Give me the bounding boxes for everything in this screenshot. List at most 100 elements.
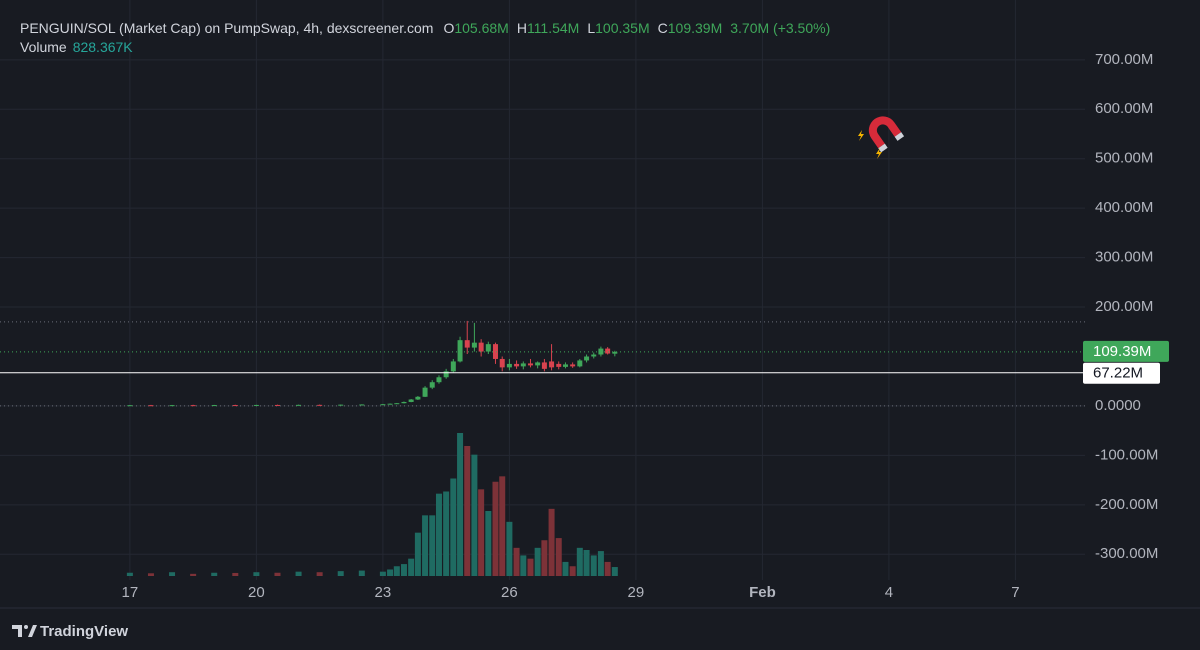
y-tick-label: -100.00M bbox=[1095, 446, 1158, 463]
x-tick-label: Feb bbox=[749, 584, 776, 601]
y-tick-label: 700.00M bbox=[1095, 51, 1153, 68]
candle-body bbox=[457, 340, 463, 362]
ohlc-key: H bbox=[517, 20, 527, 36]
volume-legend: Volume 828.367K bbox=[20, 39, 133, 55]
candle-body bbox=[541, 362, 547, 369]
y-tick-label: -200.00M bbox=[1095, 496, 1158, 513]
x-tick-label: 4 bbox=[885, 584, 893, 601]
volume-bar bbox=[232, 572, 239, 576]
candle-body bbox=[422, 387, 428, 397]
price-badge bbox=[1083, 362, 1160, 384]
candle-body bbox=[169, 405, 175, 407]
volume-bar bbox=[569, 566, 576, 576]
candle-body bbox=[535, 362, 541, 366]
volume-value: 828.367K bbox=[73, 39, 134, 55]
volume-bar bbox=[513, 547, 520, 576]
volume-bar bbox=[492, 481, 499, 576]
volume-bar bbox=[541, 540, 548, 576]
change: 3.70M (+3.50%) bbox=[730, 20, 830, 36]
candle-body bbox=[359, 404, 365, 406]
magnet-icon bbox=[868, 116, 905, 153]
axes: 700.00M600.00M500.00M400.00M300.00M200.0… bbox=[122, 51, 1169, 601]
volume-bar bbox=[126, 572, 133, 576]
ohlc-value: 109.39M bbox=[668, 20, 722, 36]
candle-body bbox=[387, 403, 393, 405]
candle-body bbox=[296, 404, 302, 406]
candle-body bbox=[401, 401, 407, 404]
candle-body bbox=[338, 404, 344, 406]
candle-body bbox=[577, 360, 583, 367]
candle-body bbox=[584, 356, 590, 361]
candle-body bbox=[450, 361, 456, 372]
ohlc-value: 100.35M bbox=[595, 20, 649, 36]
volume-bar bbox=[485, 511, 492, 576]
candle-body bbox=[429, 382, 435, 388]
volume-bar bbox=[597, 551, 604, 576]
candle-body bbox=[612, 351, 618, 354]
volume-bar bbox=[387, 569, 394, 576]
x-tick-label: 23 bbox=[375, 584, 392, 601]
volume-key: Volume bbox=[20, 39, 67, 55]
volume-bar bbox=[548, 508, 555, 576]
volume-bar bbox=[506, 521, 513, 576]
x-tick-label: 20 bbox=[248, 584, 265, 601]
volume-bar bbox=[379, 571, 386, 576]
candle-body bbox=[317, 404, 323, 406]
candle-body bbox=[605, 348, 611, 354]
volume-bar bbox=[527, 558, 534, 576]
candle-body bbox=[190, 405, 196, 407]
spark-icon bbox=[858, 130, 864, 141]
candle-body bbox=[464, 340, 470, 348]
ohlc-value: 105.68M bbox=[454, 20, 508, 36]
candle-body bbox=[436, 377, 442, 383]
volume-bar bbox=[450, 478, 457, 576]
y-tick-label: 500.00M bbox=[1095, 150, 1153, 167]
chart-title: PENGUIN/SOL (Market Cap) on PumpSwap, 4h… bbox=[20, 20, 433, 36]
volume-bar bbox=[478, 489, 485, 576]
plot-area bbox=[0, 320, 1085, 407]
candle-body bbox=[253, 404, 259, 406]
candle-body bbox=[591, 354, 597, 357]
volume-bar bbox=[435, 493, 442, 576]
volume-bar bbox=[408, 558, 415, 576]
y-tick-label: 600.00M bbox=[1095, 100, 1153, 117]
volume-bar bbox=[611, 567, 618, 576]
candle-body bbox=[211, 405, 217, 407]
x-tick-label: 26 bbox=[501, 584, 518, 601]
volume-bar bbox=[316, 572, 323, 576]
volume-bar bbox=[400, 564, 407, 576]
chart-header: PENGUIN/SOL (Market Cap) on PumpSwap, 4h… bbox=[20, 20, 830, 36]
volume-pane bbox=[126, 433, 618, 576]
price-badge bbox=[1083, 340, 1169, 362]
candle-body bbox=[415, 396, 421, 400]
ohlc-key: C bbox=[658, 20, 668, 36]
price-badge-label: 67.22M bbox=[1093, 365, 1143, 382]
candle-body bbox=[492, 344, 498, 359]
volume-bar bbox=[295, 571, 302, 576]
spark-icon bbox=[876, 148, 882, 159]
brand-name: TradingView bbox=[40, 623, 128, 640]
volume-bar bbox=[471, 454, 478, 576]
x-tick-label: 29 bbox=[628, 584, 645, 601]
volume-bar bbox=[358, 570, 365, 576]
volume-bar bbox=[190, 573, 197, 576]
y-tick-label: 400.00M bbox=[1095, 199, 1153, 216]
x-tick-label: 17 bbox=[122, 584, 139, 601]
volume-bar bbox=[576, 547, 583, 576]
volume-bar bbox=[169, 572, 176, 576]
candle-body bbox=[471, 342, 477, 348]
candle-body bbox=[514, 363, 520, 367]
volume-bar bbox=[337, 571, 344, 576]
candle-body bbox=[499, 358, 505, 368]
y-tick-label: -300.00M bbox=[1095, 545, 1158, 562]
candle-body bbox=[127, 405, 133, 407]
candle-body bbox=[506, 363, 512, 368]
volume-bar bbox=[534, 547, 541, 576]
candle-body bbox=[380, 404, 386, 406]
volume-bar bbox=[253, 572, 260, 576]
price-badge-label: 109.39M bbox=[1093, 343, 1151, 360]
ohlc-key: O bbox=[443, 20, 454, 36]
y-tick-label: 200.00M bbox=[1095, 298, 1153, 315]
